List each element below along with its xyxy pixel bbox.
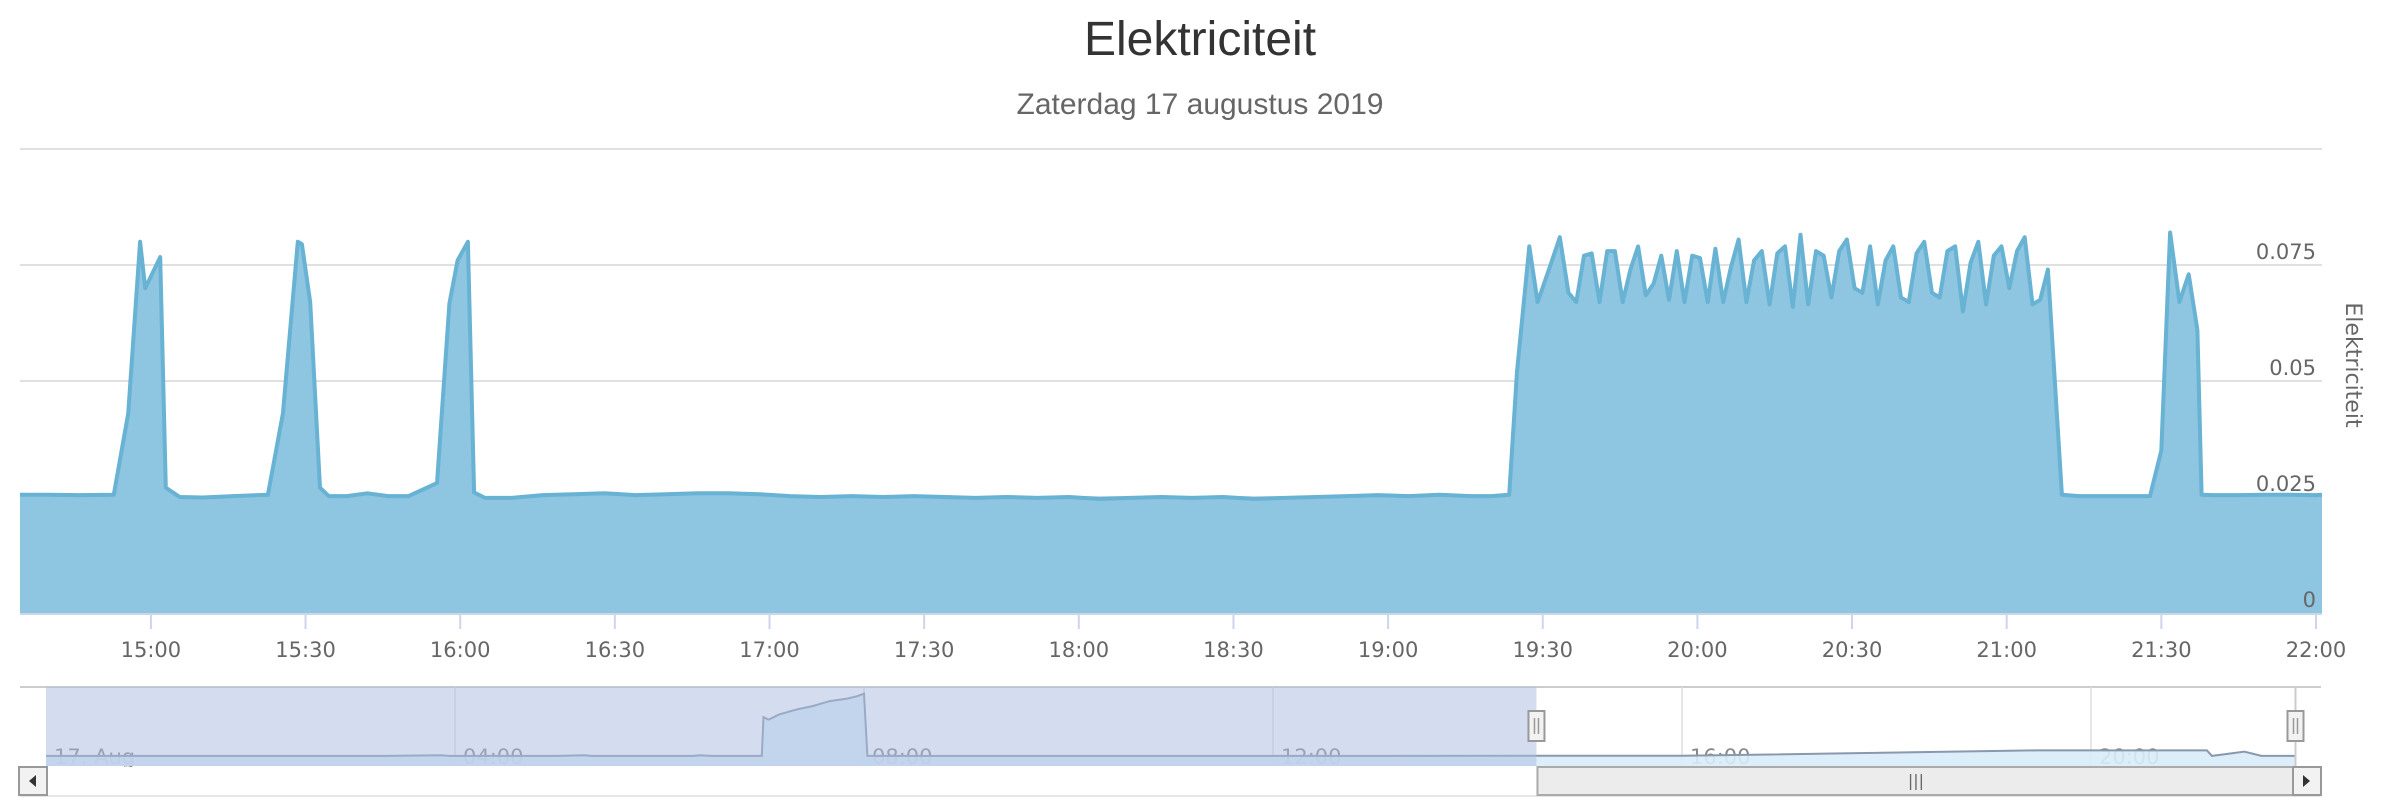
- x-tick-label: 20:00: [1667, 638, 1728, 662]
- scroll-right-button[interactable]: [2292, 766, 2322, 796]
- x-tick-label: 17:30: [894, 638, 955, 662]
- x-tick-label: 18:00: [1049, 638, 1110, 662]
- scroll-left-button[interactable]: [18, 766, 48, 796]
- x-tick-label: 15:00: [121, 638, 182, 662]
- y-tick-label: 0.05: [2269, 356, 2316, 380]
- navigator-mask: [46, 687, 1537, 766]
- y-tick-label: 0: [2303, 588, 2316, 612]
- thumb-rect[interactable]: [1536, 766, 2298, 796]
- navigator-handle-left[interactable]: [1527, 710, 1546, 742]
- x-tick-label: 17:00: [739, 638, 800, 662]
- x-tick-label: 21:30: [2131, 638, 2192, 662]
- y-tick-label: 0.075: [2256, 240, 2316, 264]
- arrow-right-icon: [2303, 775, 2310, 787]
- x-axis: 15:00 15:30 16:00 16:30 17:00 17:30 18:00 18:30…: [20, 613, 2347, 662]
- handle-box[interactable]: [2286, 710, 2305, 742]
- x-tick-label: 22:00: [2286, 638, 2347, 662]
- chart-subtitle: Zaterdag 17 augustus 2019: [1016, 88, 1384, 121]
- x-tick-label: 19:00: [1358, 638, 1419, 662]
- x-tick-label: 21:00: [1976, 638, 2037, 662]
- y-tick-label: 0.025: [2256, 472, 2316, 496]
- y-axis-labels: 0 0.025 0.05 0.075: [2256, 240, 2316, 612]
- handle-box[interactable]: [1527, 710, 1546, 742]
- series-elektriciteit[interactable]: [20, 230, 2323, 614]
- x-tick-label: 20:30: [1822, 638, 1883, 662]
- area-fill: [20, 232, 2322, 613]
- x-tick-label: 15:30: [275, 638, 336, 662]
- y-axis-title: Elektriciteit: [2340, 302, 2365, 428]
- x-tick-label: 16:00: [430, 638, 491, 662]
- area-line: [20, 230, 2323, 501]
- x-tick-label: 18:30: [1203, 638, 1264, 662]
- x-tick-label: 19:30: [1512, 638, 1573, 662]
- navigator-handle-right[interactable]: [2286, 710, 2305, 742]
- x-tick-label: 16:30: [585, 638, 646, 662]
- chart-title: Elektriciteit: [1083, 13, 1317, 66]
- arrow-left-icon: [29, 775, 36, 787]
- thumb-grip-icon: |||: [1908, 771, 1924, 790]
- scrollbar-thumb[interactable]: |||: [1536, 766, 2298, 796]
- scrollbar[interactable]: |||: [18, 766, 2322, 797]
